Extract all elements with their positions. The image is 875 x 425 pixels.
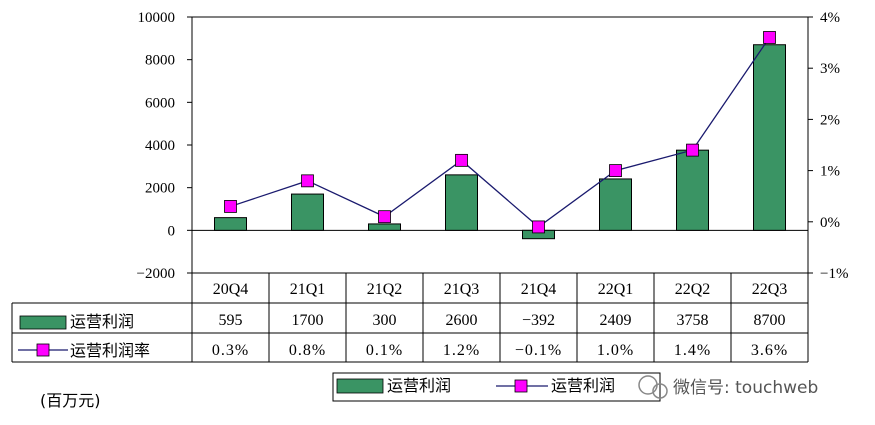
left-axis-tick-label: 10000 (138, 10, 176, 26)
left-axis-tick-label: 2000 (145, 181, 175, 197)
category-label: 21Q1 (290, 281, 326, 298)
left-axis-tick-label: 0 (168, 223, 176, 239)
watermark-text: 微信号: touchweb (673, 378, 818, 398)
margin-value: 0.3% (212, 342, 249, 359)
bar-21Q1 (291, 193, 324, 231)
legend-key-marker (514, 379, 528, 393)
margin-marker-21Q1 (301, 174, 314, 188)
category-label: 21Q4 (521, 281, 557, 298)
legend-key-bar (336, 378, 384, 394)
legend-label: 运营利润 (551, 376, 615, 395)
profit-value: 595 (219, 312, 243, 329)
profit-value: 1700 (292, 312, 324, 329)
right-axis-tick-label: 2% (820, 112, 840, 128)
wechat-logo-icon (652, 383, 668, 399)
profit-value: 3758 (677, 312, 709, 329)
margin-value: 1.0% (597, 342, 634, 359)
table-key-bar (19, 315, 67, 330)
profit-value: 8700 (754, 312, 786, 329)
margin-value: −0.1% (515, 342, 562, 359)
right-axis-tick-label: 4% (820, 10, 840, 26)
left-axis-tick-label: 6000 (145, 95, 175, 111)
legend-box (332, 372, 661, 402)
margin-value: 1.4% (674, 342, 711, 359)
margin-marker-21Q4 (532, 220, 545, 234)
margin-value: 1.2% (443, 342, 480, 359)
legend-label: 运营利润 (387, 376, 451, 395)
margin-marker-22Q3 (763, 31, 776, 44)
margin-marker-22Q2 (686, 143, 699, 157)
margin-marker-20Q4 (224, 200, 237, 213)
category-label: 21Q3 (444, 281, 480, 298)
category-label: 22Q3 (752, 281, 788, 298)
profit-value: 2600 (446, 312, 478, 329)
margin-marker-21Q2 (378, 210, 391, 224)
right-axis-tick-label: −1% (820, 266, 848, 282)
category-label: 21Q2 (367, 281, 403, 298)
margin-value: 0.1% (366, 342, 403, 359)
margin-line (230, 37, 771, 228)
margin-marker-21Q3 (455, 153, 468, 167)
margin-value: 3.6% (751, 342, 788, 359)
profit-value: 2409 (600, 312, 632, 329)
table-row-label-profit: 运营利润 (70, 312, 134, 331)
category-label: 20Q4 (213, 281, 249, 298)
profit-value: −392 (522, 312, 555, 329)
left-axis-tick-label: 8000 (145, 53, 175, 69)
category-label: 22Q2 (675, 281, 711, 298)
bar-21Q3 (445, 174, 478, 231)
margin-value: 0.8% (289, 342, 326, 359)
left-axis-tick-label: 4000 (145, 138, 175, 154)
bar-22Q3 (753, 44, 786, 231)
table-row-label-margin: 运营利润率 (70, 341, 150, 360)
profit-value: 300 (373, 312, 397, 329)
left-axis-tick-label: −2000 (137, 266, 175, 282)
plot-frame (191, 16, 809, 274)
right-axis-tick-label: 0% (820, 215, 840, 231)
right-axis-tick-label: 3% (820, 61, 840, 77)
right-axis-tick-label: 1% (820, 164, 840, 180)
table-key-marker (36, 343, 50, 357)
bar-22Q1 (599, 178, 632, 231)
bar-21Q2 (368, 223, 401, 231)
margin-marker-22Q1 (609, 164, 622, 178)
bar-22Q2 (676, 149, 709, 231)
bar-20Q4 (214, 217, 247, 231)
unit-label: (百万元) (40, 391, 101, 410)
category-label: 22Q1 (598, 281, 634, 298)
